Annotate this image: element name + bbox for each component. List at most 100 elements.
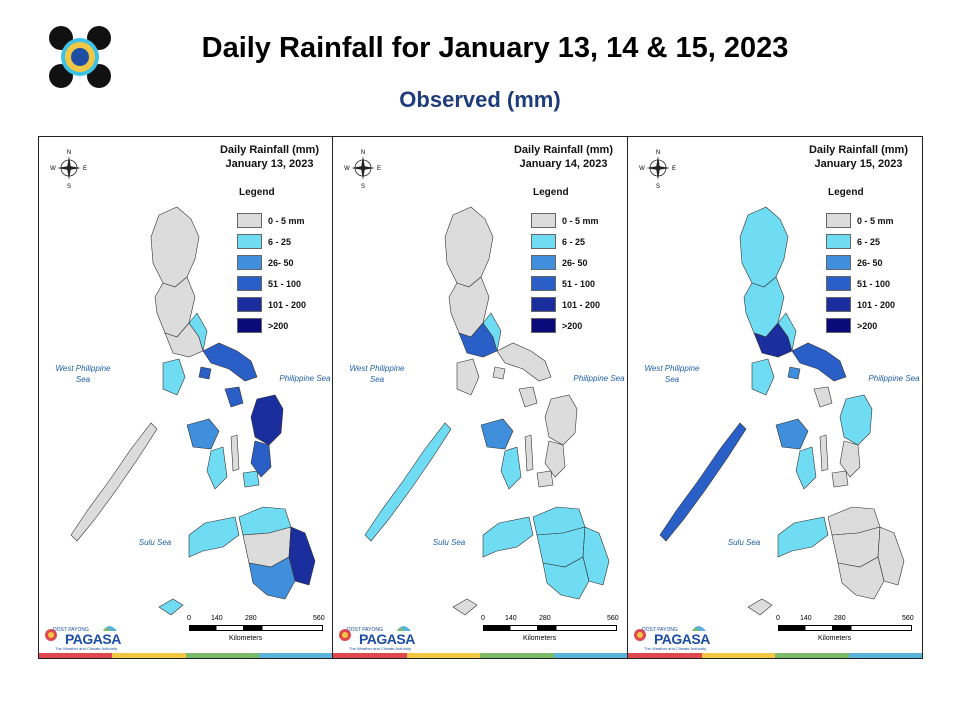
pagasa-logo-icon: [634, 626, 706, 641]
compass-n: N: [361, 150, 365, 156]
agency-logo: [47, 24, 113, 90]
brand-small: DOST PAYONG: [53, 627, 89, 633]
legend-swatch: [531, 255, 556, 270]
region-leyte: [839, 440, 861, 478]
legend-item: 101 - 200: [531, 294, 621, 315]
map-panel-jan-14: Daily Rainfall (mm) January 14, 2023 N S…: [333, 136, 628, 659]
legend-swatch: [237, 276, 262, 291]
legend-label: 101 - 200: [857, 299, 896, 310]
legend-label: 51 - 100: [268, 278, 302, 289]
strip-segment: [480, 653, 554, 658]
region-luzon-north: [150, 206, 200, 288]
legend-label: 0 - 5 mm: [562, 215, 599, 226]
sea-label-sulu: Sulu Sea: [138, 538, 172, 547]
legend-item: 0 - 5 mm: [531, 210, 621, 231]
compass-rose-icon: N S E W: [639, 150, 676, 189]
legend-swatch: [826, 318, 851, 333]
legend-item: 51 - 100: [237, 273, 327, 294]
region-masbate: [813, 386, 833, 408]
compass-s: S: [67, 184, 71, 189]
region-samar: [839, 394, 873, 446]
sea-label-philippine: Philippine Sea: [868, 374, 920, 383]
legend-swatch: [237, 234, 262, 249]
legend-label: 101 - 200: [268, 299, 307, 310]
legend-label: 6 - 25: [562, 236, 586, 247]
region-mindoro: [162, 358, 186, 396]
region-negros: [206, 446, 228, 490]
panel-title: Daily Rainfall (mm) January 13, 2023: [207, 143, 332, 171]
brand-small: DOST PAYONG: [642, 627, 678, 633]
legend-title: Legend: [828, 187, 864, 198]
legend-item: 26- 50: [237, 252, 327, 273]
panel-title-line: Daily Rainfall (mm): [219, 144, 320, 156]
strip-segment: [185, 653, 259, 658]
legend-title: Legend: [239, 187, 275, 198]
region-panay: [186, 418, 220, 450]
legend-swatch: [237, 213, 262, 228]
region-bicol: [202, 342, 258, 382]
region-luzon-north: [444, 206, 494, 288]
strip-segment: [39, 653, 113, 658]
legend-item: 26- 50: [531, 252, 621, 273]
scale-tick: 560: [902, 615, 914, 622]
color-strip: [628, 653, 922, 658]
strip-segment: [701, 653, 775, 658]
region-palawan: [659, 422, 747, 542]
brand-name: PAGASA: [65, 631, 121, 647]
legend-item: 101 - 200: [826, 294, 916, 315]
legend-item: >200: [826, 315, 916, 336]
region-bicol: [496, 342, 552, 382]
map-panel-jan-15: Daily Rainfall (mm) January 15, 2023 N S…: [628, 136, 923, 659]
pagasa-logo-icon: [339, 626, 411, 641]
legend-label: >200: [268, 320, 289, 331]
scale-tick: 0: [776, 615, 780, 622]
region-masbate: [224, 386, 244, 408]
legend-swatch: [237, 255, 262, 270]
panel-title: Daily Rainfall (mm) January 14, 2023: [501, 143, 626, 171]
legend-swatch: [237, 318, 262, 333]
strip-segment: [553, 653, 627, 658]
legend-swatch: [826, 276, 851, 291]
region-panay: [775, 418, 809, 450]
rainfall-map: [70, 206, 316, 616]
strip-segment: [628, 653, 702, 658]
legend-item: 6 - 25: [237, 231, 327, 252]
sea-label-philippine: Philippine Sea: [279, 374, 331, 383]
region-samar: [250, 394, 284, 446]
region-bohol: [242, 470, 260, 488]
region-mindoro: [751, 358, 775, 396]
compass-s: S: [656, 184, 660, 189]
region-leyte: [544, 440, 566, 478]
color-strip: [39, 653, 332, 658]
legend-label: >200: [562, 320, 583, 331]
legend-item: 6 - 25: [826, 231, 916, 252]
legend-item: >200: [237, 315, 327, 336]
legend-swatch: [531, 234, 556, 249]
rainfall-map: [364, 206, 610, 616]
region-mindanao-west: [188, 516, 240, 558]
region-palawan: [70, 422, 158, 542]
region-negros: [500, 446, 522, 490]
region-mindanao-west: [482, 516, 534, 558]
panel-title-line: Daily Rainfall (mm): [808, 144, 909, 156]
pagasa-logo-icon: [45, 626, 117, 641]
scale-tick: 0: [481, 615, 485, 622]
scale-bar: 0 140 280 560 Kilometers: [187, 615, 329, 649]
legend-item: 26- 50: [826, 252, 916, 273]
strip-segment: [112, 653, 186, 658]
scale-tick: 280: [834, 615, 846, 622]
region-mindanao-west: [777, 516, 829, 558]
sea-label-west: West Philippine Sea: [55, 364, 111, 384]
scale-unit: Kilometers: [818, 635, 852, 642]
region-bohol: [831, 470, 849, 488]
legend-swatch: [826, 255, 851, 270]
legend-swatch: [826, 213, 851, 228]
legend-swatch: [237, 297, 262, 312]
sea-label-sulu: Sulu Sea: [727, 538, 761, 547]
legend-label: 0 - 5 mm: [857, 215, 894, 226]
region-cebu: [230, 434, 240, 472]
scale-tick: 280: [539, 615, 551, 622]
sea-label-west: West Philippine Sea: [349, 364, 405, 384]
compass-e: E: [83, 166, 87, 172]
panel-title-line: Daily Rainfall (mm): [513, 144, 614, 156]
